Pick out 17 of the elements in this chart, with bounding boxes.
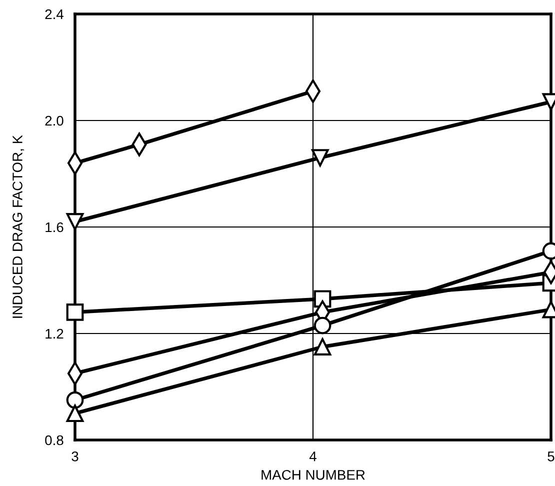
point xyxy=(66,212,84,230)
y-tick-label: 1.2 xyxy=(46,328,64,339)
point xyxy=(66,304,84,321)
x-tick-label: 5 xyxy=(548,452,554,462)
y-axis-title: INDUCED DRAG FACTOR, K xyxy=(12,135,24,318)
point xyxy=(314,316,332,334)
y-tick-label: 1.6 xyxy=(46,222,64,232)
point xyxy=(314,338,332,356)
y-tick-label: 2.0 xyxy=(45,116,64,126)
point xyxy=(311,149,329,166)
x-tick-label: 4 xyxy=(309,452,316,462)
x-tick-label: 3 xyxy=(72,451,78,462)
point xyxy=(66,391,84,409)
point xyxy=(66,404,84,422)
x-axis-title: MACH NUMBER xyxy=(262,470,365,480)
y-tick-label: 0.8 xyxy=(45,435,64,446)
y-tick-label: 2.4 xyxy=(45,9,64,20)
